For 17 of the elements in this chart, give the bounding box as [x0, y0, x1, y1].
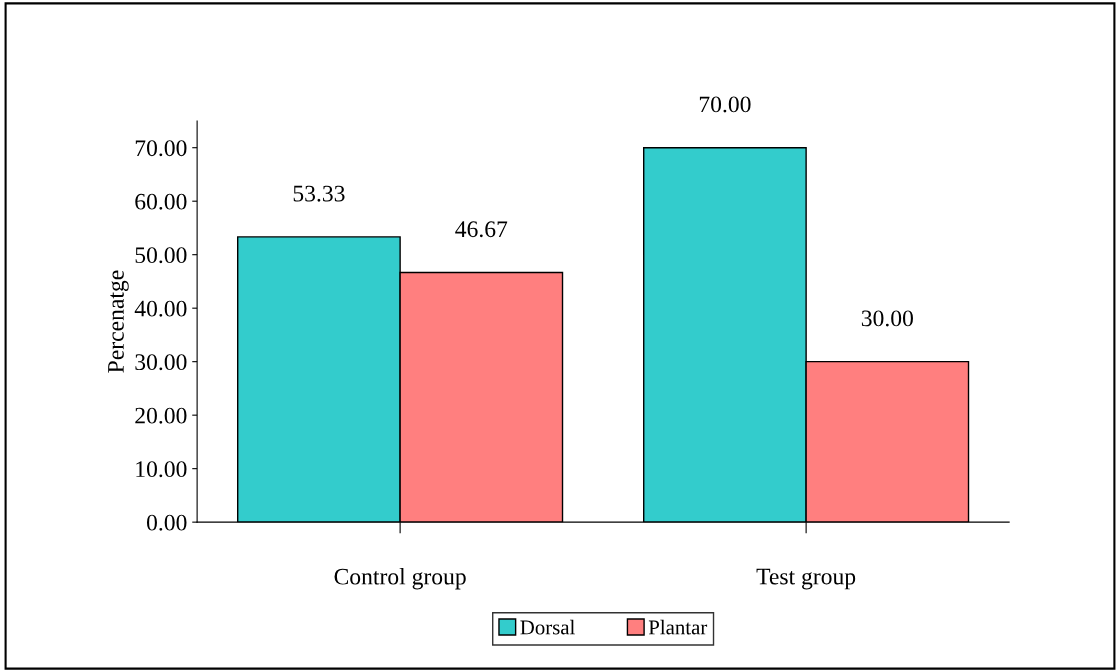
y-tick-label: 50.00 — [135, 247, 187, 264]
legend-label: Dorsal — [520, 619, 575, 635]
legend-label: Plantar — [648, 619, 708, 635]
x-tick-label: Control group — [334, 567, 466, 590]
x-tick-label: Test group — [756, 568, 856, 590]
data-label: 70.00 — [699, 96, 751, 113]
data-label: 53.33 — [293, 185, 345, 202]
y-tick-label: 30.00 — [135, 354, 187, 371]
y-tick-label: 60.00 — [135, 193, 187, 210]
y-tick-label: 40.00 — [134, 300, 187, 317]
data-label: 46.67 — [455, 221, 508, 238]
y-tick-label: 20.00 — [135, 407, 187, 424]
y-tick-label: 10.00 — [136, 461, 187, 478]
y-axis-title: Percenatge — [108, 270, 129, 373]
y-tick-label: 0.00 — [146, 514, 187, 531]
data-label: 30.00 — [861, 310, 913, 327]
y-tick-label: 70.00 — [135, 140, 187, 157]
